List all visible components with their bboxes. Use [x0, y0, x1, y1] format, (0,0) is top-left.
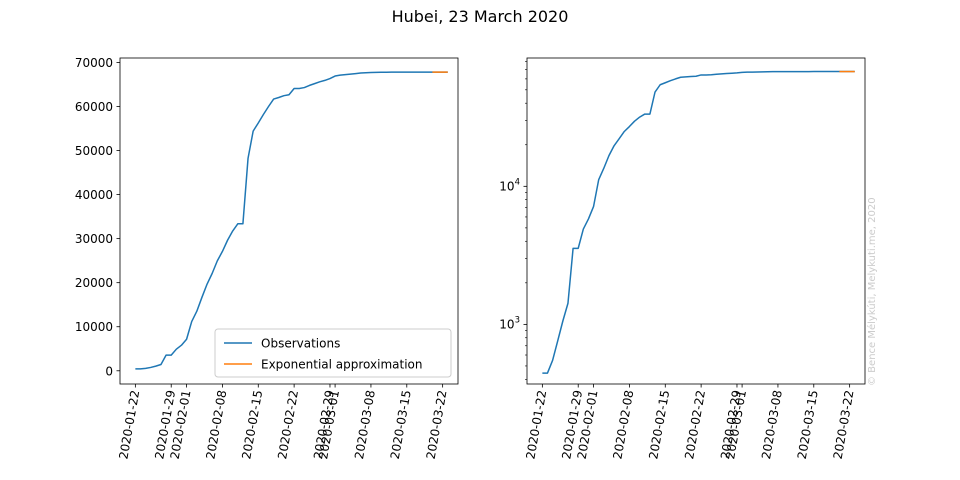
x-tick-label: 2020-02-15: [646, 389, 672, 460]
x-tick-label: 2020-03-22: [424, 389, 450, 460]
x-tick-label: 2020-02-22: [275, 389, 301, 460]
x-tick-label: 2020-01-22: [523, 389, 549, 460]
chart-legend: Observations Exponential approximation: [214, 328, 452, 378]
x-tick-label: 2020-03-15: [388, 389, 414, 460]
series-line-observations: [135, 71, 448, 370]
x-tick-label: 2020-02-15: [239, 389, 265, 460]
y-tick-label: 0: [105, 364, 113, 378]
x-tick-label: 2020-03-08: [352, 389, 378, 460]
y-tick-label: 50000: [75, 144, 113, 158]
y-tick-label: 40000: [75, 188, 113, 202]
legend-label: Observations: [261, 337, 340, 351]
axes-frame: [526, 57, 866, 385]
axes-frame: [119, 57, 459, 385]
y-tick-label: 103: [499, 315, 520, 331]
chart-panel-1: 0 10000 20000 30000 40000 50000 60000 70000 2020…: [75, 56, 459, 460]
legend-box: [214, 328, 452, 378]
legend-label: Exponential approximation: [261, 358, 422, 372]
x-tick-label: 2020-02-08: [203, 389, 229, 460]
x-tick-label: 2020-01-22: [116, 389, 142, 460]
y-tick-label: 104: [499, 177, 520, 193]
x-tick-label: 2020-02-08: [610, 389, 636, 460]
x-tick-label: 2020-03-22: [831, 389, 857, 460]
x-tick-label: 2020-03-08: [759, 389, 785, 460]
x-tick-label: 2020-02-22: [682, 389, 708, 460]
series-line-observations: [542, 70, 855, 374]
figure-title: Hubei, 23 March 2020: [391, 7, 569, 26]
y-tick-label: 60000: [75, 100, 113, 114]
y-tick-label: 20000: [75, 276, 113, 290]
x-tick-label: 2020-03-15: [795, 389, 821, 460]
copyright-watermark: © Bence Mélykúti, Melykuti.me, 2020: [867, 197, 878, 386]
y-tick-label: 10000: [75, 320, 113, 334]
y-tick-label: 30000: [75, 232, 113, 246]
y-tick-label: 70000: [75, 56, 113, 70]
